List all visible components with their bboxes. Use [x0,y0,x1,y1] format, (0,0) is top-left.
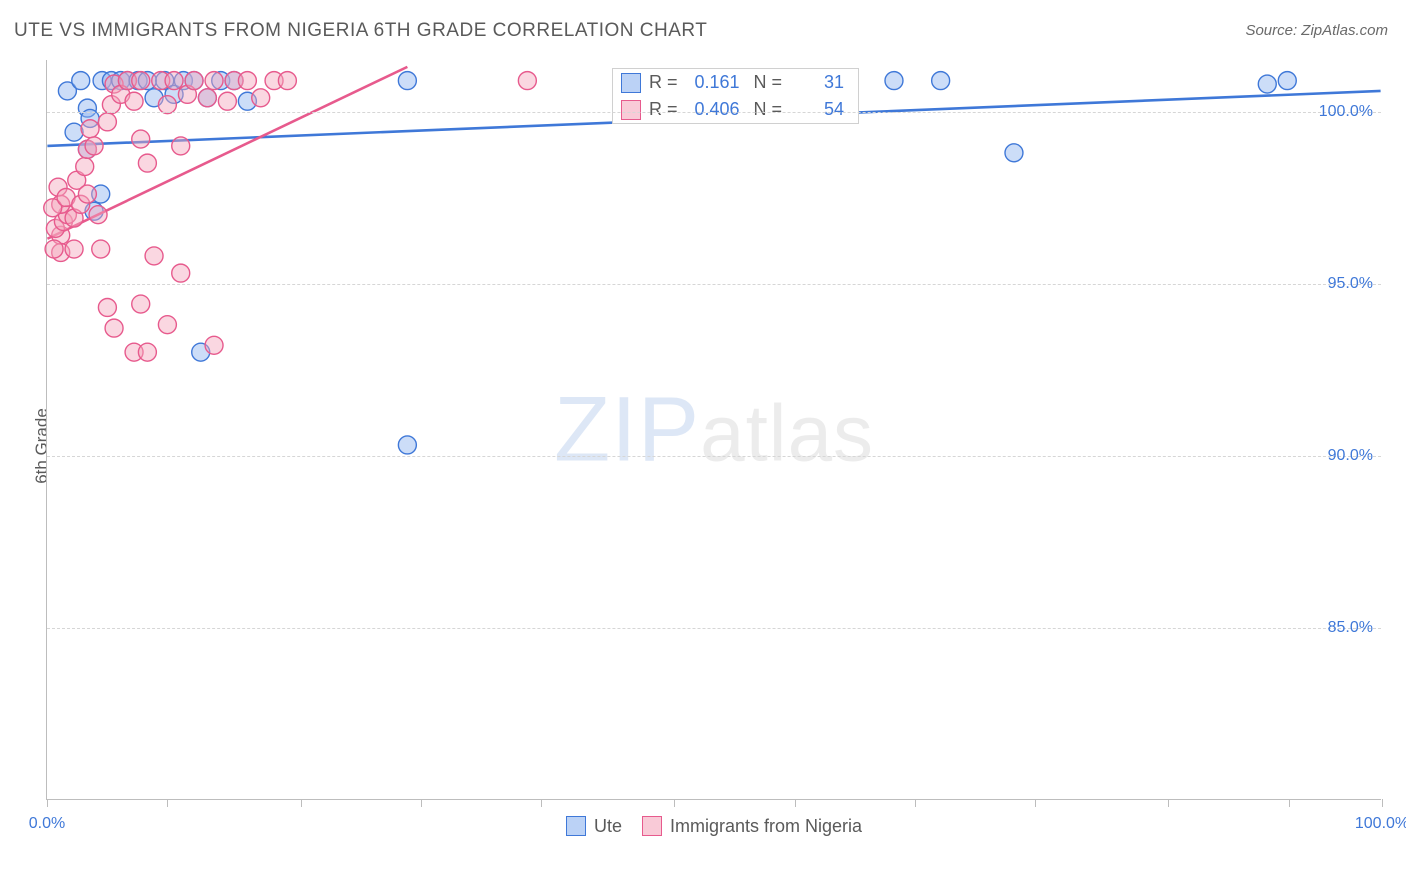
data-point-ute [72,72,90,90]
y-tick-label: 90.0% [1328,447,1373,465]
data-point-nigeria [125,92,143,110]
legend-R-label: R = [649,99,678,120]
data-point-nigeria [165,72,183,90]
data-point-nigeria [172,264,190,282]
data-point-nigeria [132,295,150,313]
legend-R-label: R = [649,72,678,93]
data-point-nigeria [278,72,296,90]
y-tick-label: 85.0% [1328,619,1373,637]
x-tick [47,799,48,807]
data-point-nigeria [138,343,156,361]
x-tick [541,799,542,807]
x-tick [1382,799,1383,807]
gridline [47,456,1381,457]
x-tick [1289,799,1290,807]
data-point-nigeria [205,72,223,90]
x-tick-label: 0.0% [29,815,65,833]
data-point-ute [932,72,950,90]
legend-item-ute: Ute [566,816,622,837]
legend-swatch-nigeria [642,816,662,836]
legend-swatch-ute [566,816,586,836]
data-point-ute [1005,144,1023,162]
data-point-nigeria [518,72,536,90]
legend-label: Immigrants from Nigeria [670,816,862,837]
x-tick [915,799,916,807]
gridline [47,628,1381,629]
x-tick [1168,799,1169,807]
data-point-nigeria [92,240,110,258]
legend-N-value: 54 [790,99,844,120]
x-tick [301,799,302,807]
data-point-ute [1278,72,1296,90]
x-tick [795,799,796,807]
x-tick-label: 100.0% [1355,815,1406,833]
data-point-ute [398,436,416,454]
data-point-nigeria [78,185,96,203]
data-point-nigeria [65,240,83,258]
gridline [47,284,1381,285]
data-point-nigeria [158,316,176,334]
legend-swatch-ute [621,73,641,93]
x-tick [421,799,422,807]
data-point-nigeria [45,240,63,258]
data-point-nigeria [252,89,270,107]
data-point-nigeria [198,89,216,107]
series-legend: Ute Immigrants from Nigeria [47,816,1381,842]
legend-N-value: 31 [790,72,844,93]
legend-item-nigeria: Immigrants from Nigeria [642,816,862,837]
y-tick-label: 95.0% [1328,275,1373,293]
data-point-nigeria [98,113,116,131]
legend-swatch-nigeria [621,100,641,120]
data-point-ute [65,123,83,141]
data-point-nigeria [218,92,236,110]
x-tick [674,799,675,807]
data-point-ute [1258,75,1276,93]
plot-area: ZIPatlas R =0.161N =31R =0.406N =54 UteI… [46,60,1381,800]
data-point-nigeria [238,72,256,90]
data-point-nigeria [205,336,223,354]
x-tick [1035,799,1036,807]
data-point-nigeria [98,298,116,316]
data-point-nigeria [132,72,150,90]
gridline [47,112,1381,113]
legend-R-value: 0.161 [686,72,740,93]
legend-N-label: N = [754,99,783,120]
chart-svg-layer [47,60,1381,799]
legend-label: Ute [594,816,622,837]
chart-title: UTE VS IMMIGRANTS FROM NIGERIA 6TH GRADE… [14,20,707,42]
chart-source: Source: ZipAtlas.com [1245,22,1388,39]
data-point-nigeria [172,137,190,155]
data-point-nigeria [81,120,99,138]
x-tick [167,799,168,807]
data-point-nigeria [145,247,163,265]
y-tick-label: 100.0% [1319,103,1373,121]
data-point-nigeria [105,319,123,337]
data-point-nigeria [76,158,94,176]
data-point-ute [398,72,416,90]
legend-N-label: N = [754,72,783,93]
data-point-nigeria [132,130,150,148]
legend-row-ute: R = 0.161 N = 31 [613,69,858,96]
data-point-ute [885,72,903,90]
correlation-legend: R = 0.161 N = 31 R = 0.406 N = 54 [612,68,859,124]
data-point-nigeria [85,137,103,155]
data-point-nigeria [185,72,203,90]
data-point-nigeria [89,206,107,224]
legend-R-value: 0.406 [686,99,740,120]
legend-row-nigeria: R = 0.406 N = 54 [613,96,858,123]
chart-container: UTE VS IMMIGRANTS FROM NIGERIA 6TH GRADE… [0,0,1406,892]
data-point-nigeria [138,154,156,172]
